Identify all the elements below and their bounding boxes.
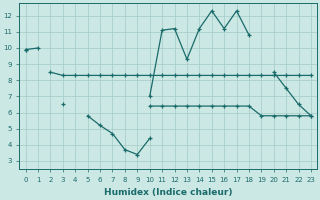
- X-axis label: Humidex (Indice chaleur): Humidex (Indice chaleur): [104, 188, 233, 197]
